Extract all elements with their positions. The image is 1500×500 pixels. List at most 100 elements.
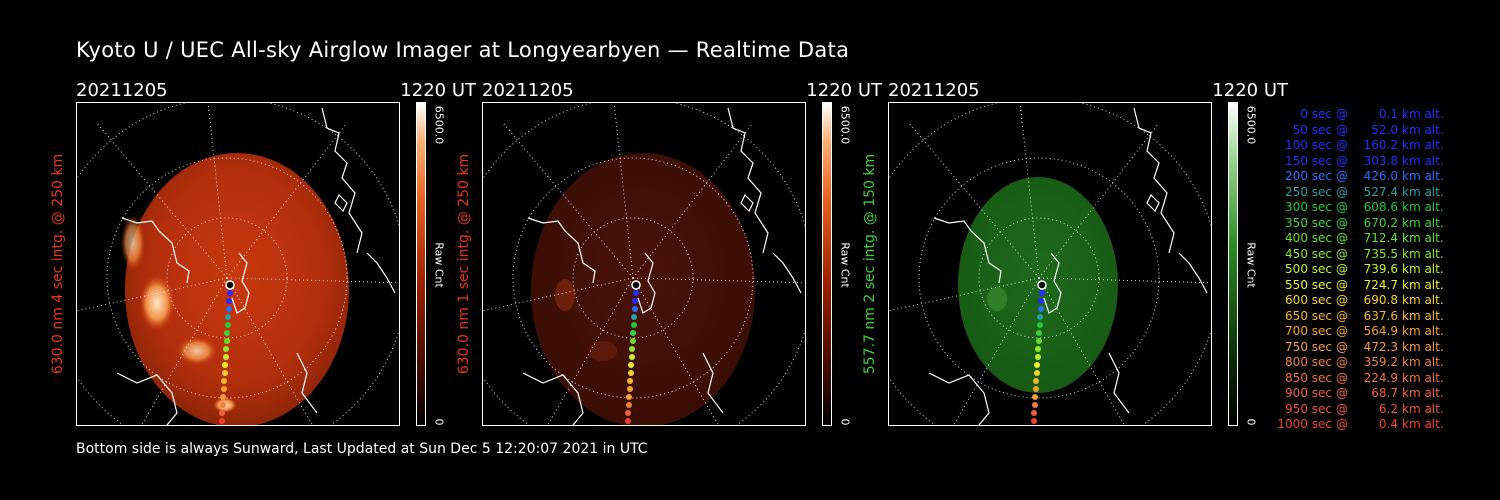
legend-at-sign: @ (1336, 401, 1348, 416)
legend-unit: km alt. (1402, 184, 1444, 199)
legend-at-sign: @ (1336, 122, 1348, 137)
legend-time: 200 sec (1285, 169, 1332, 183)
legend-time: 850 sec (1285, 370, 1332, 385)
colorbar-min-label: 0 (838, 418, 852, 426)
legend-unit: km alt. (1402, 262, 1444, 276)
legend-at-sign: @ (1336, 386, 1348, 400)
panel-ylabel: 557.7 nm 2 sec intg. @ 150 km (862, 153, 878, 375)
legend-row: 250 sec @527.4 km alt. (1260, 185, 1450, 201)
legend-altitude: 739.6 (1363, 262, 1398, 276)
legend-altitude: 637.6 (1363, 308, 1398, 323)
legend-at-sign: @ (1336, 308, 1348, 323)
panel-time: 1220 UT (806, 80, 882, 101)
legend-altitude: 224.9 (1363, 370, 1398, 385)
legend-unit: km alt. (1402, 107, 1444, 121)
legend-row: 100 sec @160.2 km alt. (1260, 138, 1450, 154)
legend-time: 550 sec (1285, 277, 1332, 292)
legend-row: 50 sec @52.0 km alt. (1260, 123, 1450, 139)
legend-unit: km alt. (1402, 386, 1444, 400)
legend-unit: km alt. (1402, 417, 1444, 431)
legend-unit: km alt. (1402, 215, 1444, 230)
legend-row: 1000 sec @0.4 km alt. (1260, 417, 1450, 433)
legend-altitude: 608.6 (1363, 200, 1398, 214)
legend-time: 900 sec (1285, 386, 1332, 400)
page-title: Kyoto U / UEC All-sky Airglow Imager at … (76, 38, 850, 62)
legend-altitude: 359.2 (1363, 355, 1398, 369)
legend-row: 500 sec @739.6 km alt. (1260, 262, 1450, 278)
legend-time: 0 sec (1300, 107, 1332, 121)
legend-altitude: 712.4 (1363, 231, 1398, 245)
colorbar-min-label: 0 (1244, 418, 1258, 426)
legend-altitude: 52.0 (1371, 122, 1398, 137)
legend-row: 600 sec @690.8 km alt. (1260, 293, 1450, 309)
legend-time: 450 sec (1285, 246, 1332, 261)
legend-row: 450 sec @735.5 km alt. (1260, 247, 1450, 263)
colorbar-max-label: 6500.0 (1244, 105, 1258, 145)
legend-altitude: 735.5 (1363, 246, 1398, 261)
legend-time: 500 sec (1285, 262, 1332, 276)
trajectory-legend: 0 sec @0.1 km alt. 50 sec @52.0 km alt. 100 se… (1260, 107, 1450, 433)
colorbar-unit-label: Raw Cnt (432, 242, 446, 288)
legend-time: 150 sec (1285, 153, 1332, 168)
legend-row: 0 sec @0.1 km alt. (1260, 107, 1450, 123)
legend-altitude: 0.1 (1378, 107, 1398, 121)
legend-at-sign: @ (1336, 355, 1348, 369)
airglow-image (531, 153, 755, 425)
legend-altitude: 426.0 (1363, 169, 1398, 183)
colorbar-unit-label: Raw Cnt (838, 242, 852, 288)
panel-ylabel: 630.0 nm 1 sec intg. @ 250 km (456, 153, 472, 375)
legend-at-sign: @ (1336, 215, 1348, 230)
legend-unit: km alt. (1402, 138, 1444, 152)
legend-altitude: 564.9 (1363, 324, 1398, 338)
legend-row: 400 sec @712.4 km alt. (1260, 231, 1450, 247)
legend-time: 750 sec (1285, 339, 1332, 354)
legend-time: 1000 sec (1277, 417, 1332, 431)
legend-altitude: 670.2 (1363, 215, 1398, 230)
trajectory-track (1031, 280, 1047, 424)
allsky-image-557-2s (888, 102, 1212, 426)
imager-panel-3: 20211205 1220 UT 557.7 nm 2 sec intg. @ … (862, 80, 1288, 432)
legend-time: 950 sec (1285, 401, 1332, 416)
legend-time: 700 sec (1285, 324, 1332, 338)
panel-date: 20211205 (76, 80, 168, 101)
legend-unit: km alt. (1402, 169, 1444, 183)
legend-at-sign: @ (1336, 138, 1348, 152)
legend-time: 600 sec (1285, 293, 1332, 307)
legend-row: 650 sec @637.6 km alt. (1260, 309, 1450, 325)
legend-altitude: 690.8 (1363, 293, 1398, 307)
legend-at-sign: @ (1336, 277, 1348, 292)
legend-time: 400 sec (1285, 231, 1332, 245)
legend-altitude: 472.3 (1363, 339, 1398, 354)
legend-unit: km alt. (1402, 324, 1444, 338)
legend-at-sign: @ (1336, 339, 1348, 354)
colorbar-unit-label: Raw Cnt (1244, 242, 1258, 288)
legend-time: 100 sec (1285, 138, 1332, 152)
legend-row: 300 sec @608.6 km alt. (1260, 200, 1450, 216)
colorbar-green (1228, 102, 1238, 426)
legend-altitude: 303.8 (1363, 153, 1398, 168)
panel-time: 1220 UT (400, 80, 476, 101)
legend-altitude: 68.7 (1371, 386, 1398, 400)
legend-unit: km alt. (1402, 231, 1444, 245)
trajectory-track (219, 280, 235, 424)
legend-unit: km alt. (1402, 355, 1444, 369)
legend-at-sign: @ (1336, 184, 1348, 199)
panel-date: 20211205 (482, 80, 574, 101)
footer-note: Bottom side is always Sunward, Last Upda… (76, 441, 648, 457)
legend-unit: km alt. (1402, 200, 1444, 214)
panel-ylabel: 630.0 nm 4 sec intg. @ 250 km (50, 153, 66, 375)
legend-altitude: 6.2 (1378, 401, 1398, 416)
legend-time: 250 sec (1285, 184, 1332, 199)
legend-altitude: 160.2 (1363, 138, 1398, 152)
colorbar-red (822, 102, 832, 426)
panel-time: 1220 UT (1212, 80, 1288, 101)
legend-time: 650 sec (1285, 308, 1332, 323)
legend-unit: km alt. (1402, 293, 1444, 307)
legend-row: 200 sec @426.0 km alt. (1260, 169, 1450, 185)
trajectory-track (625, 280, 641, 424)
legend-row: 800 sec @359.2 km alt. (1260, 355, 1450, 371)
colorbar-red (416, 102, 426, 426)
legend-time: 800 sec (1285, 355, 1332, 369)
legend-at-sign: @ (1336, 293, 1348, 307)
legend-at-sign: @ (1336, 246, 1348, 261)
